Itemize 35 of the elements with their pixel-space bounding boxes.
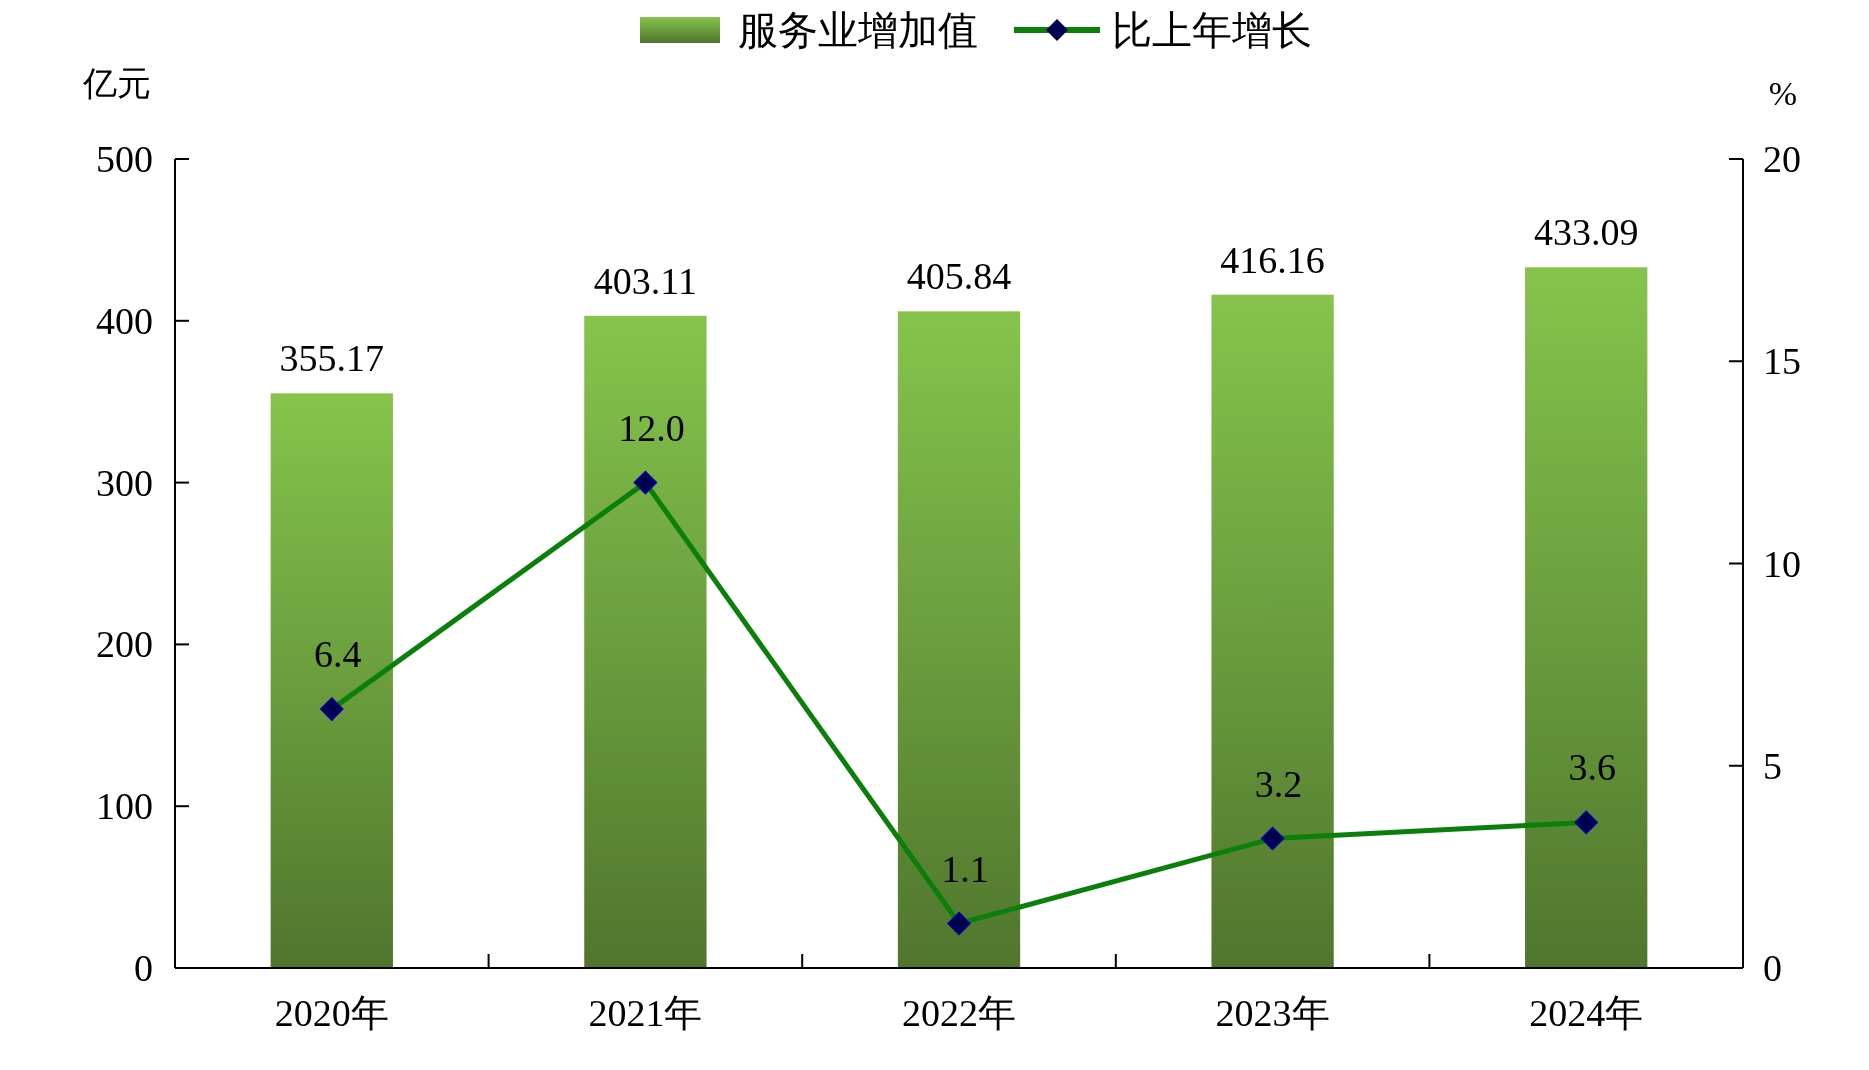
- y2-tick-label: 20: [1763, 138, 1801, 180]
- bar: [1211, 294, 1334, 968]
- y-tick-label: 0: [134, 947, 153, 989]
- y2-tick-label: 10: [1763, 542, 1801, 585]
- data-label: 3.6: [1568, 746, 1616, 789]
- y-tick-label: 500: [96, 138, 153, 180]
- y2-tick-label: 15: [1763, 340, 1801, 383]
- data-label: 405.84: [906, 255, 1012, 298]
- x-tick-label: 2021年: [588, 992, 703, 1034]
- bar: [897, 311, 1021, 968]
- x-tick-label: 2022年: [902, 992, 1016, 1034]
- data-label: 416.16: [1220, 238, 1325, 281]
- bar: [1525, 267, 1648, 968]
- bar: [584, 315, 707, 968]
- y-tick-label: 200: [96, 623, 153, 666]
- y-tick-label: 400: [96, 299, 153, 342]
- data-label: 355.17: [279, 337, 385, 380]
- data-label: 1.1: [941, 847, 989, 890]
- data-label: 3.2: [1254, 762, 1303, 805]
- x-tick-label: 2023年: [1215, 992, 1330, 1034]
- data-label: 433.09: [1533, 211, 1639, 254]
- x-tick-label: 2024年: [1529, 992, 1644, 1034]
- y2-tick-label: 5: [1763, 744, 1782, 787]
- legend-label: 比上年增长: [1112, 8, 1312, 53]
- data-label: 403.11: [593, 259, 697, 302]
- y-tick-label: 300: [96, 461, 153, 504]
- data-label: 12.0: [618, 406, 685, 449]
- x-tick-label: 2020年: [274, 992, 389, 1034]
- y2-tick-label: 0: [1763, 947, 1782, 989]
- bar: [270, 393, 393, 968]
- y-tick-label: 100: [96, 785, 153, 828]
- legend-label: 服务业增加值: [738, 8, 978, 53]
- y-axis-title: 亿元: [82, 65, 151, 102]
- y2-axis-title: %: [1768, 75, 1798, 112]
- data-label: 6.4: [314, 633, 362, 676]
